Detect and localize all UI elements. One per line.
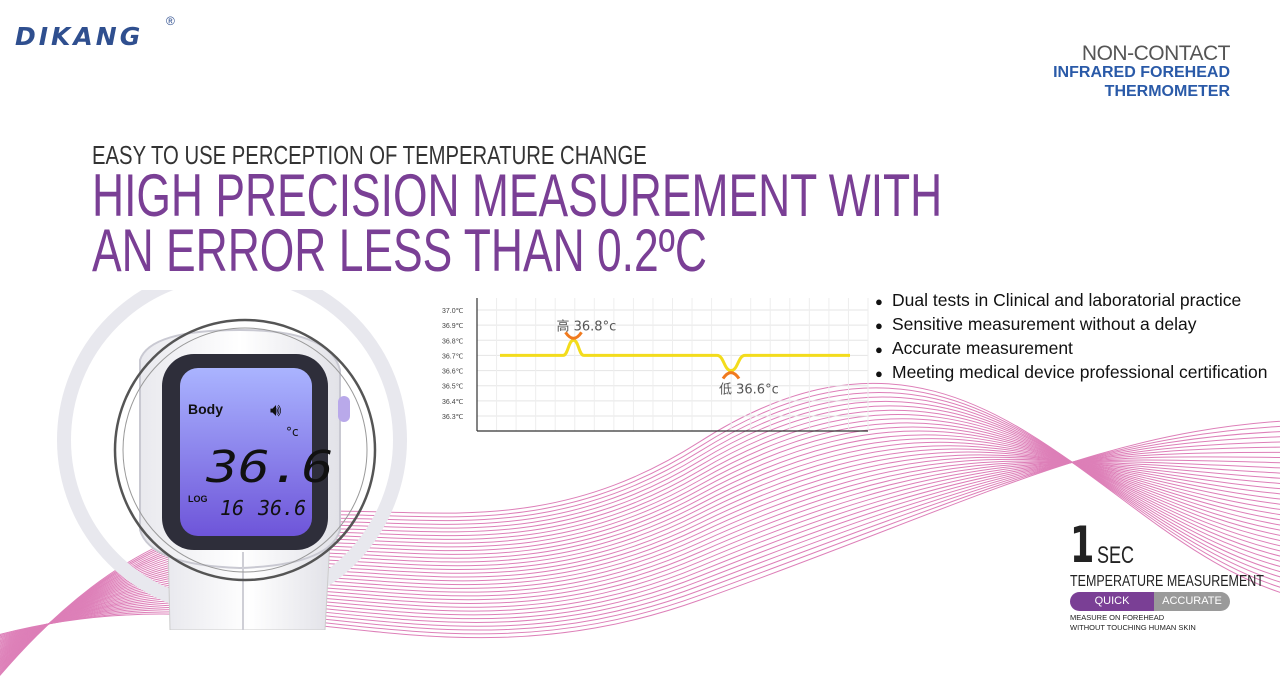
data-label: 低 36.6°c	[719, 383, 779, 398]
y-tick-label: 36.5℃	[442, 384, 464, 391]
display-unit: °c	[286, 425, 299, 439]
extreme-marker	[721, 371, 741, 380]
display-reading: 36.6	[205, 442, 333, 493]
registered-mark: ®	[166, 14, 175, 28]
badge-note-line1: MEASURE ON FOREHEAD	[1070, 613, 1165, 622]
badge-unit: SEC	[1097, 542, 1135, 569]
y-tick-label: 36.4℃	[442, 399, 464, 406]
series-line	[500, 338, 850, 373]
product-title-line1: NON-CONTACT	[1081, 42, 1231, 65]
focus-ring-inner	[122, 327, 368, 573]
speaker-icon: 🔊︎	[270, 400, 281, 421]
data-label: 高 36.8°c	[557, 318, 617, 334]
focus-ring	[113, 318, 377, 582]
y-tick-label: 36.7℃	[442, 353, 464, 360]
headline-line1: HIGH PRECISION MEASUREMENT WITH	[92, 162, 943, 229]
headline-line2: AN ERROR LESS THAN 0.2ºC	[92, 217, 707, 284]
badge-note-line2: WITHOUT TOUCHING HUMAN SKIN	[1070, 623, 1196, 632]
feature-item: Accurate measurement	[875, 337, 1267, 361]
accurate-pill: ACCURATE	[1154, 592, 1230, 611]
extreme-marker	[564, 331, 583, 340]
product-title-line2: INFRARED FOREHEAD	[1053, 64, 1230, 81]
side-button	[338, 396, 350, 422]
y-tick-label: 37.0℃	[442, 308, 464, 315]
display-log-index: 16	[220, 496, 244, 520]
y-tick-label: 36.6℃	[442, 369, 464, 376]
y-tick-label: 36.9℃	[442, 323, 464, 330]
badge-number: 1	[1070, 516, 1095, 574]
display-log-value: 36.6	[257, 496, 306, 520]
badge-title: TEMPERATURE MEASUREMENT	[1070, 573, 1264, 590]
feature-item: Dual tests in Clinical and laboratorial …	[875, 289, 1267, 313]
y-tick-label: 36.3℃	[442, 414, 464, 421]
brand-logo: DIKANG	[15, 22, 144, 51]
feature-list: Dual tests in Clinical and laboratorial …	[875, 289, 1267, 385]
display-mode-label: Body	[188, 401, 223, 417]
one-second-badge: 1 SEC TEMPERATURE MEASUREMENT QUICK ACCU…	[1070, 516, 1264, 632]
temperature-chart: 37.0℃ 36.9℃ 36.8℃ 36.7℃ 36.6℃ 36.5℃ 36.4℃ 36.3℃…	[442, 298, 869, 432]
display-screen	[180, 368, 312, 536]
product-title: NON-CONTACT INFRARED FOREHEAD THERMOMETE…	[1053, 42, 1231, 101]
headline: HIGH PRECISION MEASUREMENT WITH AN ERROR…	[92, 162, 943, 284]
feature-item: Meeting medical device professional cert…	[875, 361, 1267, 385]
feature-item: Sensitive measurement without a delay	[875, 313, 1267, 337]
y-tick-label: 36.8℃	[442, 338, 464, 345]
thermometer-illustration: Body 🔊︎ °c 36.6 LOG 16 36.6	[57, 290, 407, 630]
product-title-line3: THERMOMETER	[1104, 83, 1230, 100]
subheadline: EASY TO USE PERCEPTION OF TEMPERATURE CH…	[92, 140, 647, 170]
quick-pill: QUICK	[1070, 592, 1154, 611]
display-log-label: LOG	[188, 494, 208, 504]
